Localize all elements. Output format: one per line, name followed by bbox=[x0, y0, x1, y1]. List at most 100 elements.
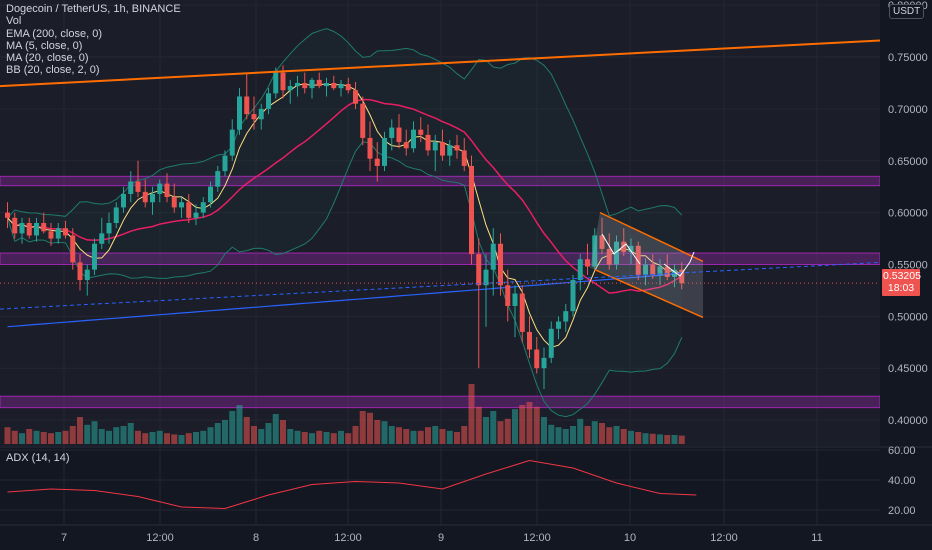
indicator-lines bbox=[6, 83, 683, 348]
volume-bar bbox=[84, 424, 91, 444]
volume-bar bbox=[599, 423, 605, 444]
volume-bar bbox=[178, 435, 185, 444]
candle-body bbox=[70, 235, 76, 263]
candle-body bbox=[84, 269, 90, 281]
volume-bar bbox=[345, 433, 352, 444]
volume-bar bbox=[468, 384, 475, 444]
candle-body bbox=[563, 311, 569, 322]
last-price-badge: 0.53205 18:03 bbox=[882, 269, 921, 296]
candle-body bbox=[621, 241, 627, 253]
candle-body bbox=[331, 82, 337, 89]
volume-bar bbox=[185, 433, 192, 444]
candle-body bbox=[628, 245, 634, 253]
price-tick-label: 0.50000 bbox=[888, 311, 928, 323]
resistance-trendline bbox=[0, 39, 881, 88]
volume-bar bbox=[483, 417, 489, 444]
volume-bar bbox=[359, 411, 366, 444]
adx-tick-label: 40.00 bbox=[888, 475, 916, 487]
candle-body bbox=[171, 197, 177, 208]
volume-bar bbox=[77, 417, 83, 444]
volume-bar bbox=[222, 420, 228, 444]
candle-body bbox=[592, 235, 598, 267]
volume-bar bbox=[243, 417, 250, 444]
candle-body bbox=[396, 127, 402, 143]
volume-bar bbox=[678, 435, 685, 444]
legend-bb[interactable]: BB (20, close, 2, 0) bbox=[6, 64, 100, 77]
candle-body bbox=[34, 223, 39, 236]
volume-bar bbox=[628, 430, 634, 444]
bb-upper-line bbox=[7, 28, 683, 219]
candle-body bbox=[295, 82, 300, 87]
adx-line bbox=[7, 459, 697, 510]
legend-ma20[interactable]: MA (20, close, 0) bbox=[6, 52, 89, 65]
volume-bar bbox=[533, 406, 540, 444]
time-axis[interactable]: 7 12:00 8 12:00 9 12:00 10 12:00 11 bbox=[0, 524, 932, 544]
bar-countdown: 18:03 bbox=[887, 282, 915, 294]
volume-bar bbox=[548, 424, 555, 444]
volume-bar bbox=[55, 432, 62, 444]
candle-body bbox=[599, 235, 605, 249]
time-tick-label: 10 bbox=[624, 532, 636, 544]
volume-bar bbox=[396, 427, 402, 444]
bb-fill bbox=[7, 28, 682, 417]
volume-bar bbox=[555, 427, 562, 444]
candle-body bbox=[208, 186, 213, 203]
volume-bar bbox=[425, 427, 431, 444]
time-tick-label: 11 bbox=[811, 532, 822, 544]
volume-bar bbox=[113, 427, 120, 444]
volume-bar bbox=[26, 429, 33, 444]
wedge-lower-line bbox=[594, 268, 704, 319]
last-price-value: 0.53205 bbox=[883, 270, 921, 282]
candle-body bbox=[48, 231, 54, 239]
candle-body bbox=[425, 134, 431, 151]
volume-bar bbox=[591, 421, 598, 444]
volume-bar bbox=[11, 430, 18, 444]
volume-bar bbox=[519, 405, 526, 444]
arrow-drawing bbox=[601, 233, 641, 265]
falling-wedge-fill bbox=[590, 212, 703, 318]
candle-body bbox=[432, 142, 438, 151]
volume-bar bbox=[258, 429, 265, 444]
price-tick-label: 0.65000 bbox=[888, 156, 928, 168]
volume-bar bbox=[490, 411, 497, 444]
candle-body bbox=[128, 181, 134, 194]
candle-body bbox=[63, 228, 68, 236]
symbol-title[interactable]: Dogecoin / TetherUS, 1h, BINANCE bbox=[6, 3, 181, 15]
candle-body bbox=[345, 84, 351, 91]
candle-body bbox=[92, 243, 97, 270]
volume-bar bbox=[577, 418, 584, 444]
candle-body bbox=[113, 207, 119, 223]
main-pane-bg bbox=[0, 0, 880, 446]
adx-tick-label: 20.00 bbox=[888, 505, 916, 517]
currency-badge[interactable]: USDT bbox=[889, 4, 925, 19]
volume-bar bbox=[512, 409, 518, 444]
volume-bar bbox=[562, 429, 569, 444]
volume-bar bbox=[106, 430, 112, 444]
candle-body bbox=[266, 93, 271, 109]
candle-body bbox=[498, 243, 503, 286]
price-tick-label: 0.75000 bbox=[888, 52, 928, 64]
volume-bar bbox=[606, 427, 613, 444]
candle-body bbox=[643, 264, 648, 275]
price-axis-bg bbox=[880, 0, 932, 525]
volume-bar bbox=[316, 430, 323, 444]
candle-body bbox=[534, 349, 540, 369]
volume-bar bbox=[439, 429, 446, 444]
candle-body bbox=[476, 254, 482, 286]
adx-title[interactable]: ADX (14, 14) bbox=[6, 452, 70, 464]
time-tick-label: 12:00 bbox=[146, 532, 174, 544]
legend-ema[interactable]: EMA (200, close, 0) bbox=[6, 27, 102, 40]
volume-bar bbox=[635, 432, 642, 444]
legend-vol[interactable]: Vol bbox=[6, 15, 22, 28]
candle-body bbox=[237, 96, 242, 130]
volume-bar bbox=[48, 433, 54, 444]
volume-bar bbox=[135, 430, 141, 444]
wedge-upper-line bbox=[599, 211, 704, 263]
volume-bar bbox=[642, 433, 649, 444]
volume-bar bbox=[584, 426, 591, 444]
bb-lower-line bbox=[7, 141, 683, 418]
candle-body bbox=[512, 293, 518, 306]
candle-body bbox=[367, 137, 373, 159]
legend-ma5[interactable]: MA (5, close, 0) bbox=[6, 39, 83, 52]
